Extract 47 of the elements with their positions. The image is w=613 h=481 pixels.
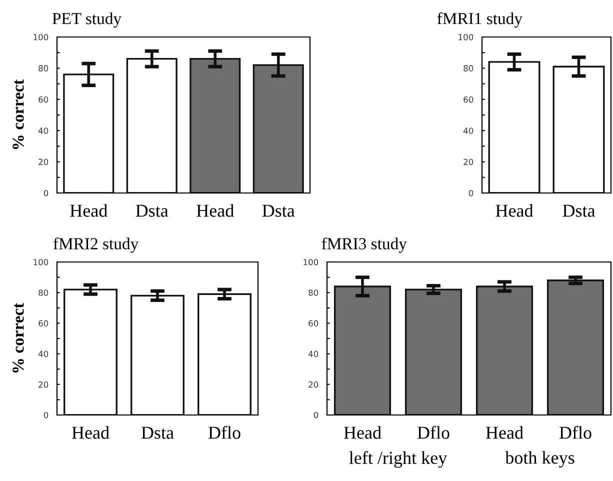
- x-tick-label: Head: [486, 426, 524, 439]
- x-tick-label: Head: [496, 204, 534, 217]
- x-tick-label: Head: [344, 426, 382, 439]
- y-tick-label: 20: [38, 158, 48, 166]
- x-tick-label: Dflo: [208, 426, 240, 439]
- x-tick-label: Dflo: [417, 426, 450, 439]
- y-tick-label: 60: [308, 320, 318, 326]
- y-tick-label: 0: [314, 412, 318, 418]
- y-tick-label: 0: [44, 412, 48, 418]
- chart-title: PET study: [52, 12, 122, 28]
- y-axis-title: % correct: [12, 79, 24, 149]
- y-tick-label: 80: [38, 65, 48, 72]
- x-tick-label: Head: [196, 204, 234, 217]
- y-tick-label: 40: [38, 128, 48, 134]
- y-tick-label: 0: [468, 190, 474, 196]
- bar: [546, 280, 604, 415]
- y-tick-label: 60: [464, 96, 474, 103]
- text: both keys: [505, 451, 574, 468]
- x-tick-label: Dsta: [562, 204, 596, 217]
- x-tick-label: Dflo: [559, 426, 592, 439]
- x-tick-label: Dsta: [141, 426, 174, 439]
- y-axis-title: % correct: [12, 302, 24, 372]
- x-tick-label: Dsta: [262, 204, 295, 217]
- y-tick-label: 100: [458, 34, 474, 40]
- y-tick-label: 100: [34, 34, 48, 40]
- x-tick-label: Dsta: [136, 204, 168, 217]
- y-tick-label: 100: [34, 258, 48, 266]
- y-tick-label: 80: [38, 290, 48, 296]
- text: left /right key: [349, 451, 448, 468]
- y-tick-label: 60: [38, 320, 48, 326]
- y-tick-label: 0: [44, 190, 48, 196]
- y-tick-label: 40: [38, 350, 48, 358]
- y-tick-label: 60: [38, 96, 48, 103]
- y-tick-label: 20: [464, 158, 474, 166]
- y-tick-label: 40: [308, 350, 318, 358]
- x-tick-label: Head: [72, 426, 110, 439]
- y-tick-label: 20: [308, 381, 318, 388]
- y-tick-label: 80: [308, 290, 318, 296]
- chart-title: fMRI2 study: [53, 237, 139, 253]
- bar: [476, 286, 534, 415]
- y-tick-label: 100: [304, 258, 318, 266]
- chart-title: fMRI1 study: [437, 12, 522, 28]
- x-tick-label: Head: [70, 204, 108, 217]
- y-tick-label: 80: [464, 65, 474, 72]
- y-tick-label: 20: [38, 381, 48, 388]
- chart-title: fMRI3 study: [322, 237, 407, 253]
- y-tick-label: 40: [463, 128, 474, 134]
